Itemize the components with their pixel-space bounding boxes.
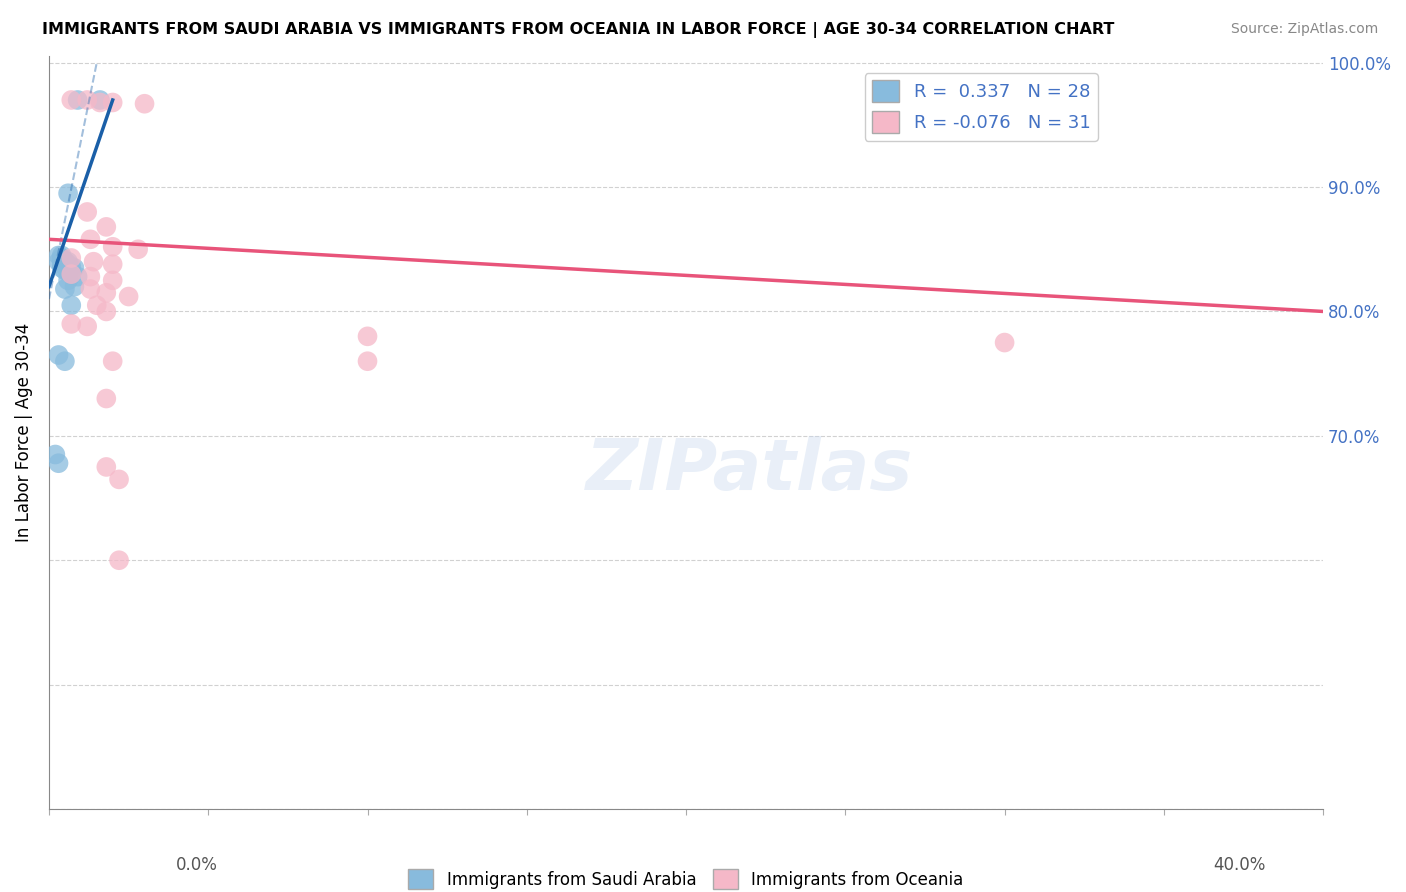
Point [51, 252, 73, 267]
Point [994, 335, 1017, 350]
Point [96, 392, 118, 406]
Point [44, 448, 66, 462]
Point [127, 242, 149, 256]
Point [56, 186, 79, 201]
Point [60, 267, 83, 281]
Y-axis label: In Labor Force | Age 30-34: In Labor Force | Age 30-34 [15, 323, 32, 542]
Text: 40.0%: 40.0% [1213, 856, 1265, 874]
Point [101, 273, 124, 287]
Legend: R =  0.337   N = 28, R = -0.076   N = 31: R = 0.337 N = 28, R = -0.076 N = 31 [865, 73, 1098, 141]
Text: Source: ZipAtlas.com: Source: ZipAtlas.com [1230, 22, 1378, 37]
Point [101, 240, 124, 254]
Point [86, 298, 108, 312]
Text: IMMIGRANTS FROM SAUDI ARABIA VS IMMIGRANTS FROM OCEANIA IN LABOR FORCE | AGE 30-: IMMIGRANTS FROM SAUDI ARABIA VS IMMIGRAN… [42, 22, 1115, 38]
Point [53, 282, 76, 296]
Point [79, 282, 101, 296]
Point [63, 279, 86, 293]
Text: 0.0%: 0.0% [176, 856, 218, 874]
Point [108, 553, 131, 567]
Point [66, 93, 89, 107]
Point [56, 257, 79, 271]
Point [48, 348, 70, 362]
Point [356, 329, 378, 343]
Point [101, 257, 124, 271]
Point [53, 263, 76, 277]
Point [66, 269, 89, 284]
Point [101, 354, 124, 368]
Point [60, 93, 83, 107]
Point [56, 265, 79, 279]
Point [96, 285, 118, 300]
Point [96, 304, 118, 318]
Point [56, 273, 79, 287]
Point [134, 96, 156, 111]
Point [60, 260, 83, 274]
Point [53, 254, 76, 268]
Point [51, 248, 73, 262]
Point [51, 260, 73, 275]
Point [60, 298, 83, 312]
Point [96, 459, 118, 474]
Point [89, 95, 111, 110]
Point [53, 254, 76, 268]
Text: ZIPatlas: ZIPatlas [586, 436, 914, 505]
Point [96, 219, 118, 234]
Point [48, 456, 70, 470]
Point [117, 289, 139, 303]
Point [60, 317, 83, 331]
Point [108, 472, 131, 486]
Point [83, 254, 105, 268]
Point [76, 205, 98, 219]
Point [56, 254, 79, 268]
Point [48, 254, 70, 268]
Point [60, 251, 83, 265]
Point [79, 232, 101, 246]
Point [76, 93, 98, 107]
Point [60, 267, 83, 281]
Point [76, 319, 98, 334]
Point [89, 93, 111, 107]
Point [53, 354, 76, 368]
Point [51, 257, 73, 271]
Point [48, 248, 70, 262]
Point [101, 95, 124, 110]
Point [63, 260, 86, 275]
Point [79, 269, 101, 284]
Point [51, 251, 73, 265]
Point [356, 354, 378, 368]
